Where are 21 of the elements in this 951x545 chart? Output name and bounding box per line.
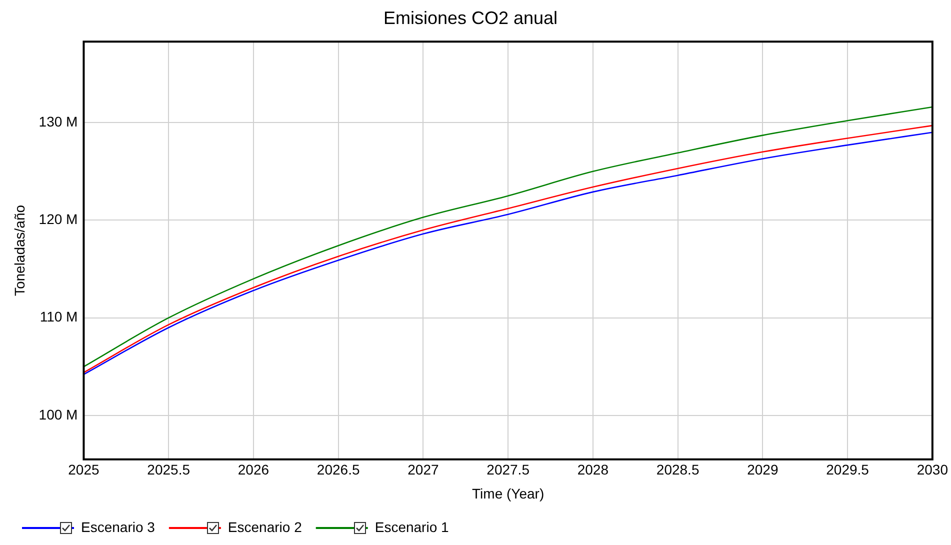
y-tick-label: 130 M [38,113,78,130]
x-tick-label: 2026.5 [316,462,360,478]
legend-label: Escenario 1 [374,518,450,535]
chart-title: Emisiones CO2 anual [383,8,558,28]
x-tick-label: 2027.5 [486,462,530,478]
y-tick-label: 110 M [40,308,78,325]
y-tick-label: 120 M [38,211,78,228]
x-tick-label: 2025.5 [147,462,190,478]
x-tick-label: 2028.5 [656,462,700,478]
x-tick-label: 2029.5 [826,462,870,478]
x-tick-label: 2029 [747,462,778,478]
x-tick-label: 2028 [577,462,609,478]
legend-label: Escenario 3 [81,518,156,535]
x-tick-label: 2025 [68,462,100,478]
y-tick-label: 100 M [38,406,78,422]
legend-label: Escenario 2 [228,518,302,535]
x-tick-label: 2030 [916,462,948,478]
x-tick-label: 2027 [408,462,439,478]
y-axis-title: Toneladas/año [11,204,28,296]
x-axis-title: Time (Year) [472,485,544,502]
x-tick-label: 2026 [238,462,270,478]
